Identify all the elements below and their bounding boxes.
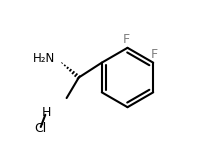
Text: F: F	[150, 48, 158, 61]
Text: Cl: Cl	[34, 122, 46, 135]
Text: F: F	[123, 33, 130, 46]
Text: H: H	[42, 106, 51, 120]
Text: H₂N: H₂N	[33, 52, 55, 65]
